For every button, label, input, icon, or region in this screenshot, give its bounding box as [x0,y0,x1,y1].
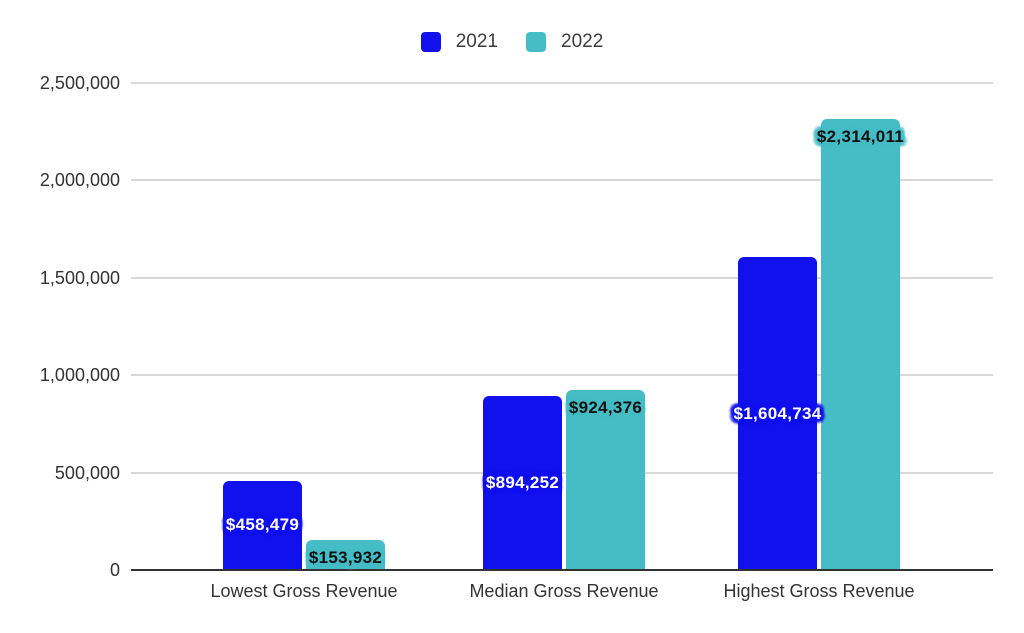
y-axis-tick-label: 2,000,000 [39,170,120,191]
y-axis-tick-label: 500,000 [54,462,120,483]
bar-2022 [566,389,645,570]
legend-item-2021: 2021 [420,31,498,53]
chart-legend: 2021 2022 [0,31,1024,53]
gridline [131,82,993,84]
y-axis-tick-label: 2,500,000 [39,73,120,93]
bar-value-label: $458,479 [225,515,300,535]
gridline [131,179,993,182]
x-axis-category-label: Highest Gross Revenue [723,581,915,601]
legend-swatch-icon [420,32,441,52]
legend-swatch-icon [526,32,546,52]
legend-item-2022: 2022 [526,31,603,53]
bar-2022 [821,119,900,570]
legend-label: 2022 [561,31,604,52]
bar-value-label: $153,932 [308,548,383,567]
x-axis-category-label: Lowest Gross Revenue [210,581,398,601]
x-axis-category-label: Median Gross Revenue [469,581,659,601]
bar-2021 [483,395,562,570]
y-axis-tick-label: 1,000,000 [39,365,120,386]
legend-label: 2021 [455,31,498,52]
bar-2021 [223,480,302,570]
bar-value-label: $894,252 [485,472,560,492]
gridline [131,471,993,474]
gridline [131,374,993,377]
bar-value-label: $924,376 [568,397,643,417]
bar-value-label: $2,314,011 [816,127,905,147]
x-axis-line [131,569,993,571]
bar-2021 [738,257,817,570]
y-axis-tick-label: 1,500,000 [39,267,120,288]
gridline [131,276,993,279]
bar-value-label: $1,604,734 [733,403,822,423]
y-axis-tick-label: 0 [109,560,120,580]
bar-2022 [306,540,385,570]
